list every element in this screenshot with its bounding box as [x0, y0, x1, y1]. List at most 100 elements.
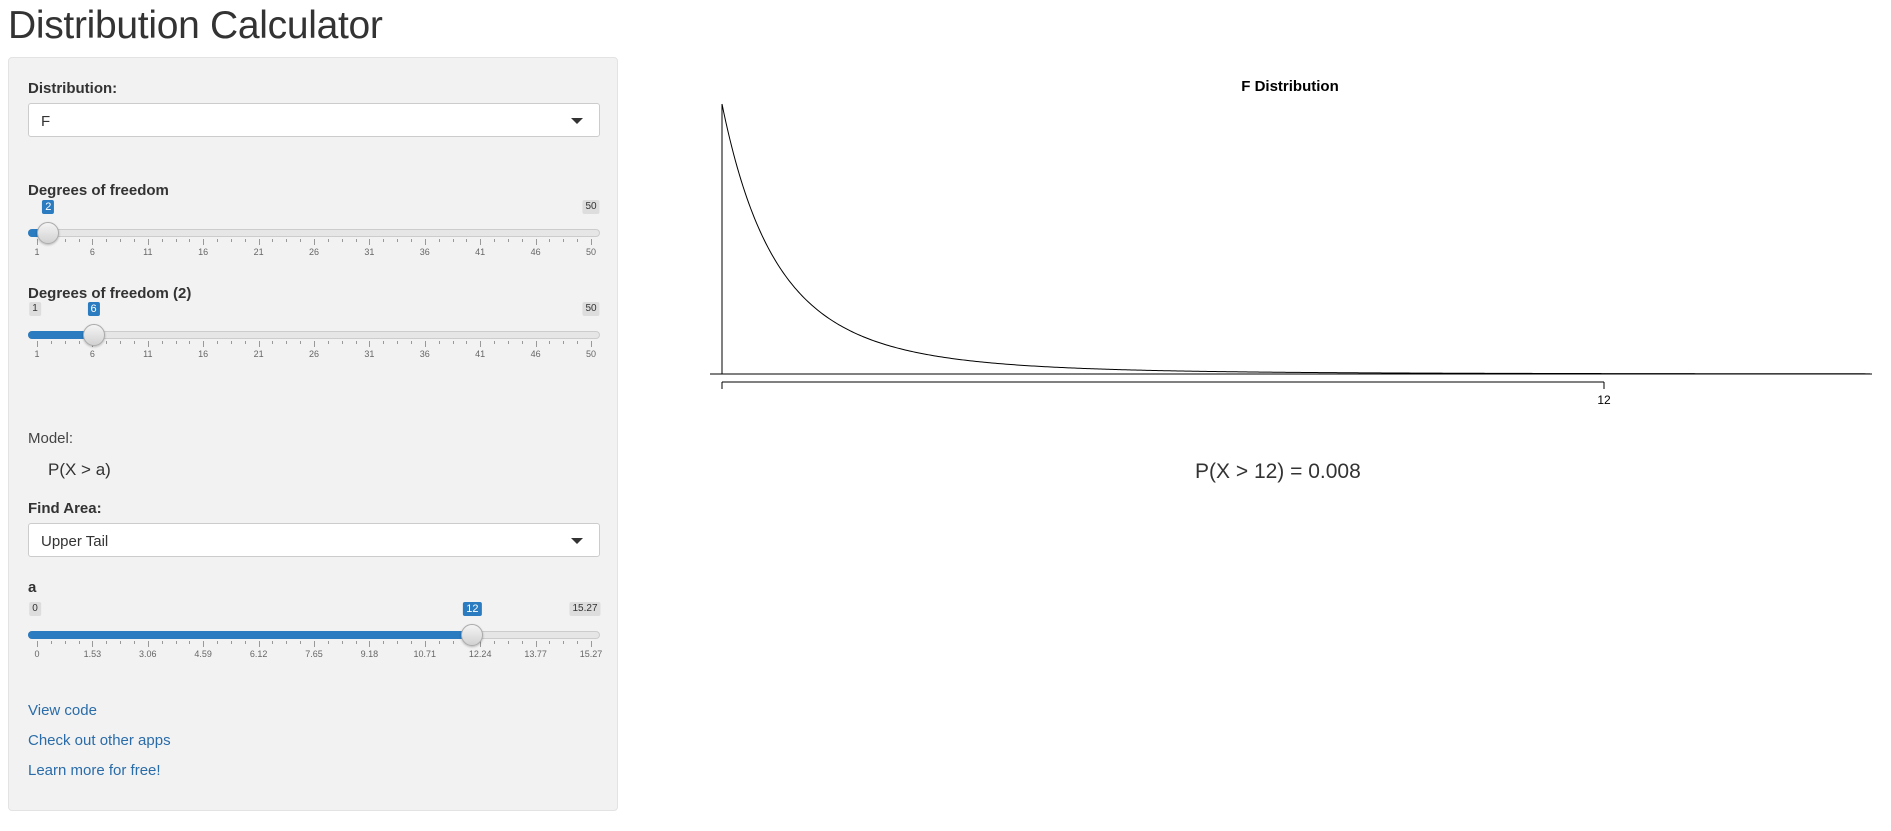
slider-tick-label: 31	[364, 349, 375, 359]
slider-tick	[480, 341, 482, 347]
learn-more-link[interactable]: Learn more for free!	[28, 762, 161, 779]
slider-minor-tick	[189, 239, 191, 242]
slider-tick-label: 41	[475, 247, 486, 257]
df1-max-tag: 50	[582, 200, 600, 214]
df1-slider-ticks	[28, 239, 600, 247]
slider-tick-label: 36	[419, 247, 430, 257]
other-apps-link[interactable]: Check out other apps	[28, 732, 171, 749]
slider-minor-tick	[521, 641, 523, 644]
df2-min-tag: 1	[29, 302, 41, 316]
slider-minor-tick	[217, 641, 219, 644]
slider-minor-tick	[230, 641, 232, 644]
slider-minor-tick	[383, 641, 385, 644]
slider-tick-label: 26	[308, 349, 320, 359]
slider-minor-tick	[161, 239, 163, 242]
slider-tick	[92, 641, 94, 647]
slider-minor-tick	[230, 341, 232, 344]
slider-minor-tick	[64, 641, 66, 644]
slider-minor-tick	[133, 341, 135, 344]
slider-minor-tick	[327, 341, 329, 344]
slider-tick-label: 21	[253, 349, 264, 359]
slider-minor-tick	[466, 239, 468, 242]
slider-minor-tick	[106, 641, 108, 644]
slider-minor-tick	[300, 641, 302, 644]
slider-minor-tick	[563, 239, 565, 242]
slider-tick	[203, 239, 205, 245]
slider-minor-tick	[120, 641, 122, 644]
df2-max-tag: 50	[582, 302, 600, 316]
df1-slider-track[interactable]	[28, 229, 600, 237]
slider-tick-label: 4.59	[194, 649, 212, 659]
slider-minor-tick	[577, 641, 579, 644]
slider-tick	[314, 641, 315, 647]
slider-tick-label: 41	[475, 349, 486, 359]
slider-tick-label: 0	[34, 649, 40, 659]
x-tick-label: 12	[1597, 393, 1611, 407]
slider-minor-tick	[507, 239, 509, 242]
slider-minor-tick	[78, 641, 80, 644]
slider-minor-tick	[175, 341, 177, 344]
slider-minor-tick	[383, 239, 385, 242]
slider-minor-tick	[438, 341, 440, 344]
distribution-value: F	[41, 113, 51, 130]
find-area-select[interactable]: Upper Tail	[28, 523, 600, 557]
slider-minor-tick	[521, 341, 523, 344]
slider-minor-tick	[438, 239, 440, 242]
slider-tick	[147, 341, 149, 347]
slider-minor-tick	[64, 239, 66, 242]
df2-slider-handle[interactable]	[82, 324, 105, 346]
slider-tick	[147, 239, 149, 245]
slider-minor-tick	[272, 239, 274, 242]
slider-tick	[535, 641, 537, 647]
slider-minor-tick	[452, 239, 454, 242]
slider-tick-label: 16	[198, 247, 209, 257]
slider-minor-tick	[341, 239, 343, 242]
slider-tick-label: 10.71	[413, 649, 437, 659]
find-area-label: Find Area:	[28, 500, 102, 517]
model-formula: P(X > a)	[48, 460, 111, 479]
slider-tick	[37, 341, 38, 347]
slider-minor-tick	[327, 239, 329, 242]
distribution-select[interactable]: F	[28, 103, 600, 137]
chart-title: F Distribution	[1241, 78, 1339, 95]
a-label: a	[28, 579, 37, 596]
slider-minor-tick	[410, 239, 412, 242]
slider-minor-tick	[327, 641, 329, 644]
slider-tick-label: 15.27	[579, 649, 603, 659]
slider-minor-tick	[563, 641, 565, 644]
slider-minor-tick	[78, 239, 80, 242]
slider-tick-label: 6.12	[249, 649, 268, 659]
slider-minor-tick	[397, 641, 399, 644]
df2-slider-track[interactable]	[28, 331, 600, 339]
slider-tick	[92, 239, 94, 245]
a-slider-ticks	[28, 641, 600, 649]
df2-slider[interactable]: 1 6 11 16 21 26 31 36 41 46 50 1 50 6	[28, 302, 600, 362]
view-code-link[interactable]: View code	[28, 702, 97, 719]
slider-tick	[203, 341, 205, 347]
slider-tick	[424, 341, 426, 347]
probability-result: P(X > 12) = 0.008	[1195, 460, 1361, 483]
slider-minor-tick	[577, 239, 579, 242]
slider-tick-label: 36	[419, 349, 430, 359]
slider-tick	[424, 239, 426, 245]
slider-tick	[203, 641, 205, 647]
a-value-tag: 12	[463, 602, 482, 616]
slider-minor-tick	[355, 641, 357, 644]
slider-minor-tick	[438, 641, 440, 644]
density-curve	[721, 103, 1870, 375]
a-slider-handle[interactable]	[461, 624, 484, 646]
chevron-down-icon	[571, 118, 583, 124]
slider-tick-label: 12.24	[468, 649, 492, 659]
slider-tick	[258, 341, 260, 347]
slider-tick	[591, 341, 592, 347]
df1-slider[interactable]: 1 6 11 16 21 26 31 36 41 46 50 50 2	[28, 200, 600, 260]
slider-tick-label: 46	[530, 247, 541, 257]
df2-label: Degrees of freedom (2)	[28, 285, 192, 302]
slider-tick-label: 1	[34, 349, 40, 359]
a-slider[interactable]: 0 1.53 3.06 4.59 6.12 7.65 9.18 10.71 12.24 13.77…	[28, 602, 603, 662]
slider-minor-tick	[577, 341, 579, 344]
df1-slider-handle[interactable]	[37, 222, 60, 244]
slider-minor-tick	[161, 641, 163, 644]
slider-tick-label: 13.77	[524, 649, 547, 659]
slider-tick-label: 46	[530, 349, 541, 359]
